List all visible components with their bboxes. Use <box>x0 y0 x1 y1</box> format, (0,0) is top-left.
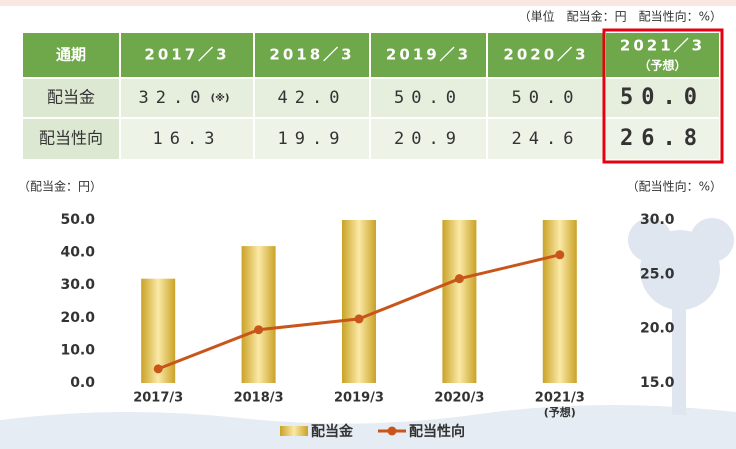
table-cell <box>119 77 255 119</box>
row-label: 配当金 <box>47 88 95 107</box>
line-point <box>254 325 264 335</box>
y-tick-label: 50.0 <box>60 212 95 228</box>
table-value: 50.0 <box>394 88 463 108</box>
y-tick-label: 30.0 <box>60 277 95 293</box>
row-label: 配当性向 <box>39 129 103 148</box>
unit-note: （単位 配当金：円 配当性向：%） <box>519 9 722 24</box>
note-mark: (※) <box>211 92 230 104</box>
bar <box>342 220 376 383</box>
y2-tick-label: 25.0 <box>640 266 675 282</box>
bar <box>442 220 477 383</box>
header-text: 2021／3 <box>620 37 705 55</box>
x-tick-sublabel: (予想) <box>544 405 576 419</box>
y2-tick-label: 30.0 <box>640 212 675 228</box>
table-cell <box>486 117 606 161</box>
row-label-cell <box>21 117 121 161</box>
x-tick-label: 2017/3 <box>133 391 183 406</box>
y-tick-label: 10.0 <box>60 342 95 358</box>
x-tick-label: 2018/3 <box>234 391 284 406</box>
y-tick-label: 0.0 <box>70 375 95 391</box>
tree-decoration <box>628 218 734 415</box>
x-tick-label: 2020/3 <box>434 391 484 406</box>
header-text: 通期 <box>56 46 86 64</box>
table-value: 16.3 <box>153 129 222 149</box>
legend-label: 配当金 <box>311 423 354 440</box>
highlight-box <box>602 28 724 164</box>
y2-axis-label: （配当性向：%） <box>627 179 722 194</box>
table-value: 19.9 <box>278 129 347 149</box>
line-point <box>555 250 565 260</box>
x-tick-label: 2021/3 <box>535 391 585 406</box>
table-value: 42.0 <box>278 88 347 108</box>
header-text: 2018／3 <box>269 46 354 64</box>
header-cell <box>119 31 255 79</box>
bar <box>241 246 276 383</box>
ground <box>0 404 736 449</box>
y-tick-label: 20.0 <box>60 310 95 326</box>
header-text: 2020／3 <box>503 46 588 64</box>
header-note: （予想） <box>638 58 686 73</box>
y2-tick-label: 15.0 <box>640 375 675 391</box>
line-point <box>454 274 464 284</box>
table-cell <box>253 117 371 161</box>
bar <box>542 220 577 383</box>
header-cell <box>604 31 721 79</box>
table-value: 50.0 <box>620 85 705 110</box>
header-text: 2017／3 <box>144 46 229 64</box>
table-cell <box>369 117 488 161</box>
table-value: 50.0 <box>512 88 581 108</box>
header-text: 2019／3 <box>386 46 471 64</box>
legend-swatch <box>280 426 308 436</box>
row-label-cell <box>21 77 121 119</box>
line-point <box>153 364 163 374</box>
legend-label: 配当性向 <box>409 423 465 440</box>
top-band <box>0 0 736 6</box>
x-tick-label: 2019/3 <box>334 391 384 406</box>
table-value: 26.8 <box>620 126 705 151</box>
table-value: 24.6 <box>512 129 581 149</box>
line-point <box>354 314 364 324</box>
y-tick-label: 40.0 <box>60 245 95 261</box>
table-value: 20.9 <box>394 129 463 149</box>
header-cell <box>253 31 371 79</box>
y2-tick-label: 20.0 <box>640 321 675 337</box>
table-value: 32.0 <box>139 88 208 108</box>
legend-swatch-dot <box>387 426 397 436</box>
header-cell <box>486 31 606 79</box>
y-axis-label: （配当金：円） <box>18 179 102 194</box>
table-cell <box>369 77 488 119</box>
table-cell <box>119 117 255 161</box>
